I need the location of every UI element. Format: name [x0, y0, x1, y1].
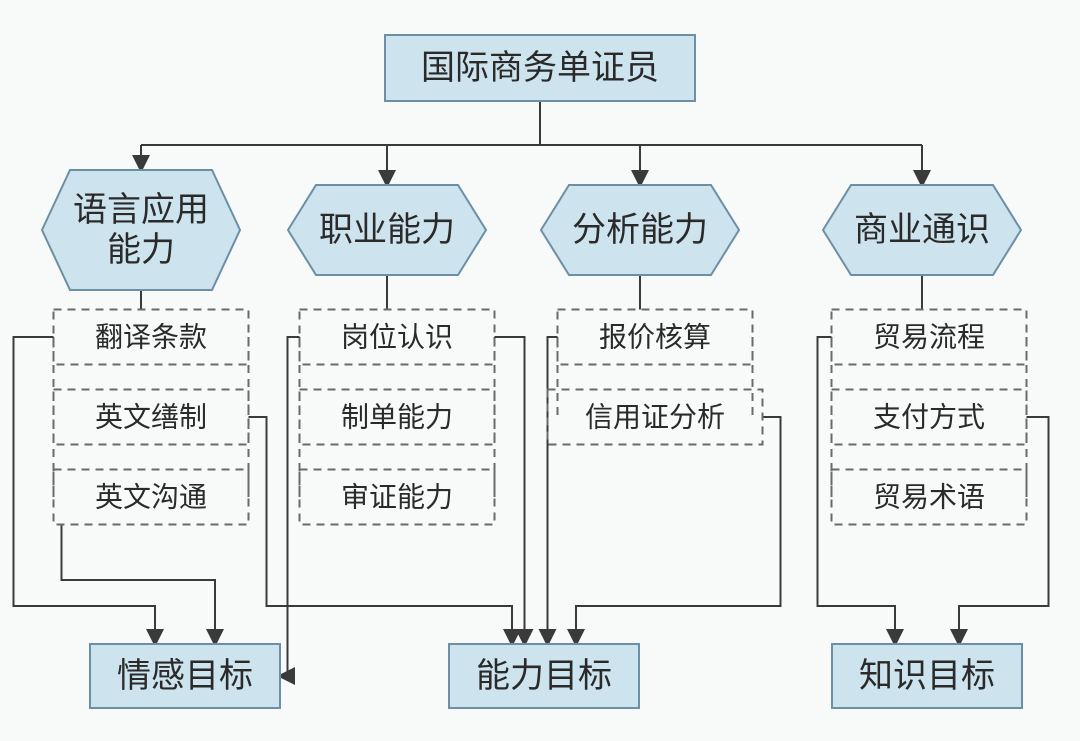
item-label: 信用证分析: [585, 396, 725, 436]
hex-label: 职业能力: [319, 202, 455, 251]
connector: [495, 337, 525, 644]
diagram-canvas: 国际商务单证员语言应用能力职业能力分析能力商业通识翻译条款英文缮制英文沟通岗位认…: [0, 0, 1080, 741]
item-label: 贸易流程: [873, 316, 985, 356]
root-label: 国际商务单证员: [421, 40, 659, 89]
hex-label: 分析能力: [572, 202, 708, 251]
connector: [62, 525, 216, 645]
hex-label: 能力: [107, 222, 175, 271]
item-label: 岗位认识: [341, 316, 453, 356]
item-label: 支付方式: [873, 396, 985, 436]
item-label: 英文沟通: [95, 476, 207, 516]
goal-label: 情感目标: [117, 648, 253, 697]
item-label: 贸易术语: [873, 476, 985, 516]
connector: [959, 417, 1049, 644]
goal-label: 能力目标: [476, 648, 612, 697]
goal-label: 知识目标: [859, 648, 995, 697]
item-label: 制单能力: [341, 396, 453, 436]
hex-label: 商业通识: [854, 202, 990, 251]
item-label: 英文缮制: [95, 396, 207, 436]
item-label: 报价核算: [599, 316, 711, 356]
connector: [548, 337, 558, 644]
connector: [576, 417, 781, 644]
item-label: 审证能力: [341, 476, 453, 516]
connector: [280, 337, 300, 676]
item-label: 翻译条款: [95, 316, 207, 356]
